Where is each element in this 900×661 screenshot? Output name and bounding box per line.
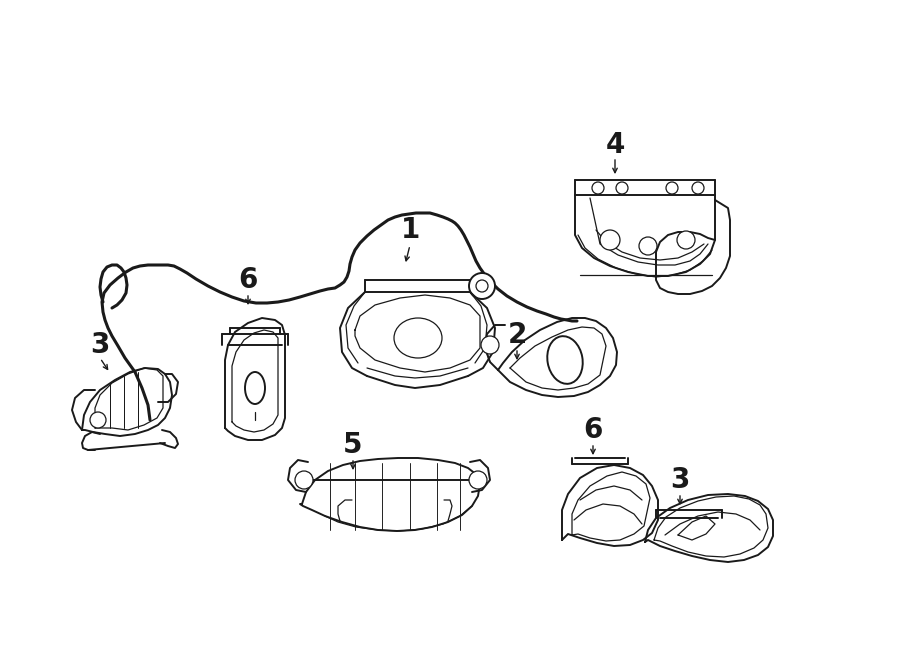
- Circle shape: [692, 182, 704, 194]
- Circle shape: [295, 471, 313, 489]
- Circle shape: [469, 471, 487, 489]
- Circle shape: [592, 182, 604, 194]
- Circle shape: [469, 273, 495, 299]
- Text: 3: 3: [90, 331, 110, 359]
- Text: 1: 1: [400, 216, 419, 244]
- Text: 5: 5: [343, 431, 363, 459]
- Circle shape: [481, 336, 499, 354]
- Circle shape: [666, 182, 678, 194]
- Circle shape: [677, 231, 695, 249]
- Text: 6: 6: [238, 266, 257, 294]
- Circle shape: [600, 230, 620, 250]
- Text: 2: 2: [508, 321, 526, 349]
- Circle shape: [90, 412, 106, 428]
- Circle shape: [639, 237, 657, 255]
- Text: 6: 6: [583, 416, 603, 444]
- Text: 3: 3: [670, 466, 689, 494]
- Text: 4: 4: [606, 131, 625, 159]
- Circle shape: [616, 182, 628, 194]
